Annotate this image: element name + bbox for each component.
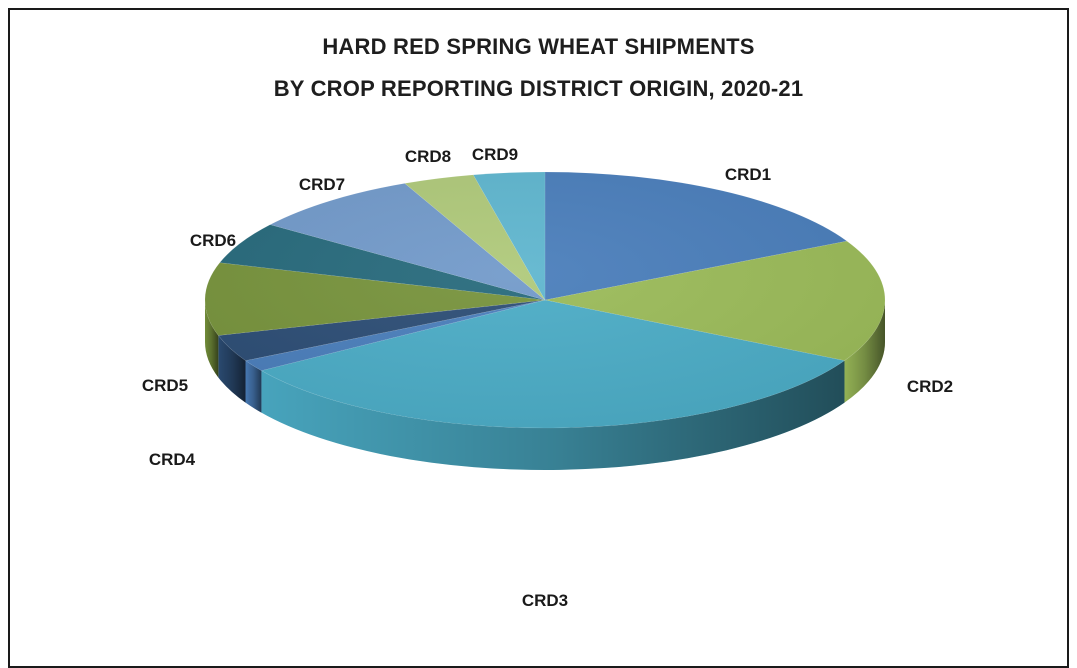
pie-tops <box>204 171 886 429</box>
slice-label-crd6: CRD6 <box>190 231 236 250</box>
pie-side-shade <box>245 360 262 413</box>
pie-top-sheen <box>205 172 885 428</box>
slice-label-crd7: CRD7 <box>299 175 345 194</box>
slice-label-crd2: CRD2 <box>907 377 953 396</box>
pie-sides <box>205 300 885 470</box>
slice-label-crd9: CRD9 <box>472 145 518 164</box>
chart-title-line2: BY CROP REPORTING DISTRICT ORIGIN, 2020-… <box>273 76 804 101</box>
slice-label-crd8: CRD8 <box>405 147 451 166</box>
pie-side-shade <box>205 300 219 378</box>
pie-side-shade <box>844 300 885 403</box>
pie-side-shade <box>261 360 845 470</box>
pie-side-shade <box>218 335 246 403</box>
slice-label-crd5: CRD5 <box>142 376 188 395</box>
slice-label-crd1: CRD1 <box>725 165 771 184</box>
pie-labels: CRD1 CRD2 CRD3 CRD4 CRD5 CRD6 CRD7 CRD8 CRD9 <box>142 145 953 610</box>
slice-label-crd4: CRD4 <box>149 450 196 469</box>
slice-label-crd3: CRD3 <box>522 591 568 610</box>
chart-title-line1: HARD RED SPRING WHEAT SHIPMENTS <box>322 34 755 59</box>
pie-chart: CRD1 CRD2 CRD3 CRD4 CRD5 CRD6 CRD7 CRD8 CRD9 <box>142 145 953 610</box>
